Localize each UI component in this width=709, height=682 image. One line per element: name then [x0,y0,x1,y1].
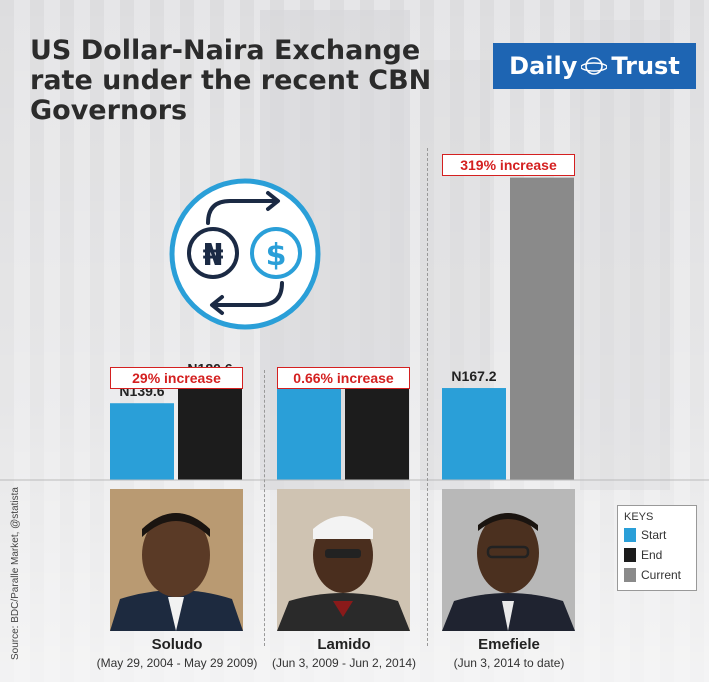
governor-name: Lamido [317,636,371,653]
lamido-photo [277,489,410,631]
section-divider [427,148,428,646]
background-building [580,20,670,490]
bar-value-label: N167.2 [451,368,496,384]
bar-current-emefiele [510,177,574,480]
bar-start-lamido [277,388,341,480]
increase-badge: 319% increase [442,154,575,176]
legend-swatch [624,568,636,582]
governor-period: (Jun 3, 2014 to date) [453,656,565,670]
soludo-photo [110,489,243,631]
increase-badge: 29% increase [110,367,243,389]
legend-item-current: Current [624,565,690,585]
source-note: Source: BDC/Paralle Market, @statista [10,487,21,660]
legend-swatch [624,548,636,562]
globe-icon [581,57,608,75]
governor-name: Emefiele [478,636,540,653]
emefiele-photo [442,489,575,631]
governor-period: (May 29, 2004 - May 29 2009) [96,656,258,670]
dollar-icon: $ [250,227,302,279]
chart-title: US Dollar-Naira Exchange rate under the … [30,35,432,126]
bar-start-soludo [110,403,174,480]
legend-item-end: End [624,545,690,565]
legend-label: Current [641,568,682,582]
brand-right: Trust [611,52,680,80]
governor-period: (Jun 3, 2009 - Jun 2, 2014) [271,656,417,670]
bar-start-emefiele [442,388,506,480]
governor-name: Soludo [151,636,203,653]
svg-text:₦: ₦ [203,238,224,273]
legend-item-start: Start [624,525,690,545]
section-divider [264,370,265,646]
bar-end-soludo [178,380,242,480]
svg-text:$: $ [266,238,287,273]
legend-label: Start [641,528,667,542]
naira-icon: ₦ [187,227,239,279]
legend: KEYS Start End Current [617,505,697,591]
brand-left: Daily [509,52,578,80]
legend-label: End [641,548,663,562]
legend-swatch [624,528,636,542]
legend-title: KEYS [624,511,654,523]
exchange-icon: ₦ $ [169,178,321,330]
increase-badge: 0.66% increase [277,367,410,389]
exchange-arrows-icon [206,191,284,315]
bar-end-lamido [345,388,409,480]
daily-trust-logo: Daily Trust [493,43,696,89]
